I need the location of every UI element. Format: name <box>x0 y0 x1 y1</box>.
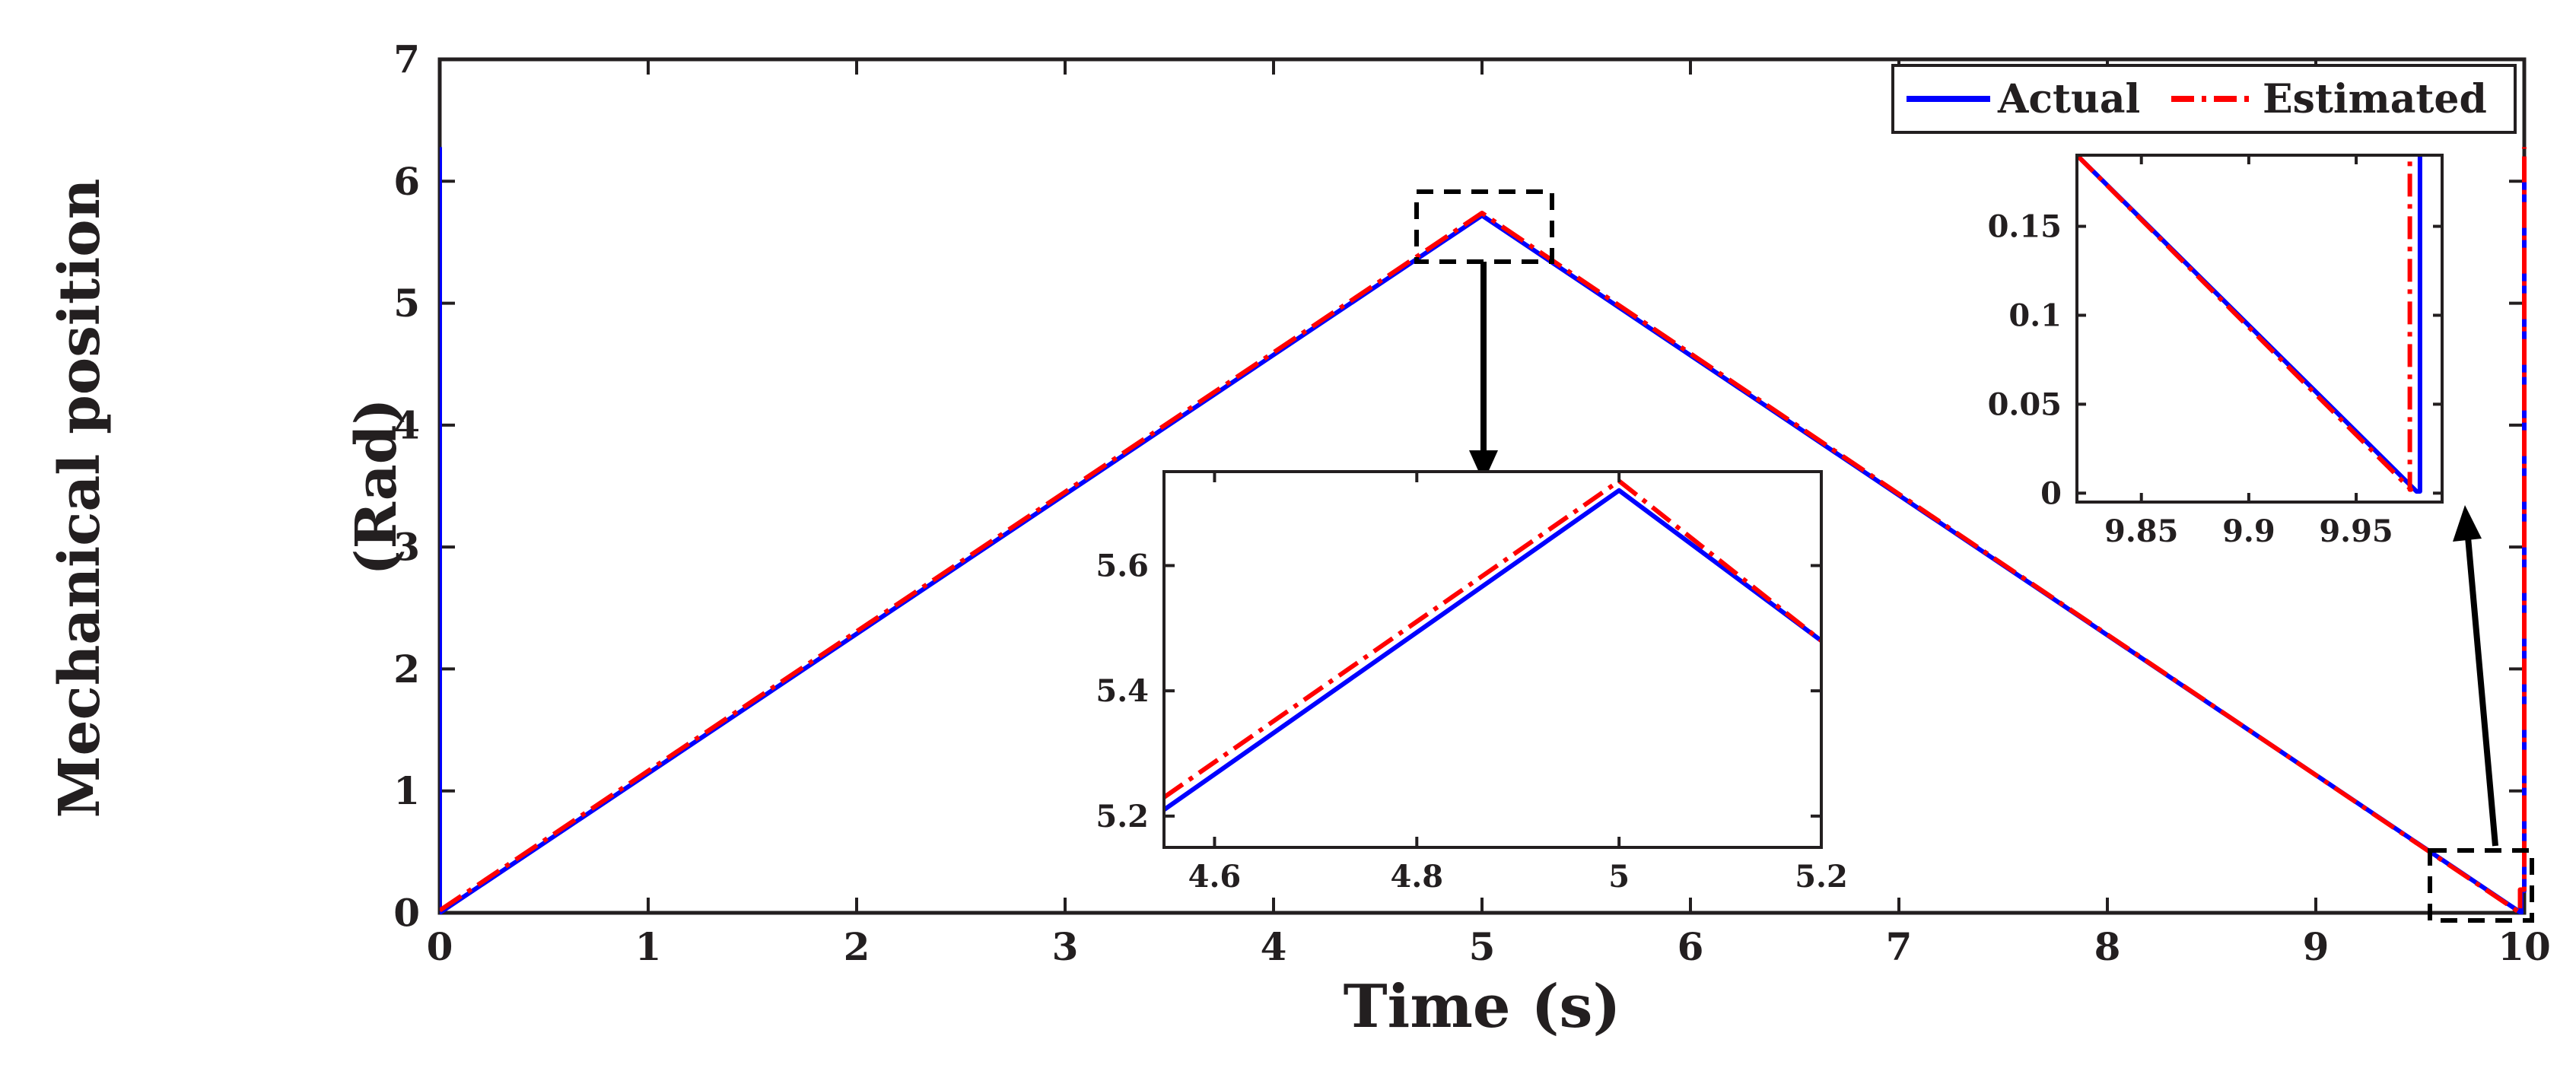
main-plot-panel: 0 1 2 3 4 5 6 7 8 9 10 0 1 2 3 4 5 6 7 <box>393 37 2551 970</box>
inset-peak-panel: 4.6 4.8 5 5.2 5.2 5.4 5.6 <box>1096 470 1848 895</box>
inset-end-x-ticks: 9.85 9.9 9.95 <box>2104 155 2393 549</box>
inset1-ytick-label: 5.6 <box>1096 548 1149 584</box>
main-ytick-label: 5 <box>393 281 420 326</box>
main-ytick-label: 1 <box>393 768 420 813</box>
zoom-arrow-peak-head <box>1469 450 1498 482</box>
main-xtick-label: 1 <box>635 924 662 969</box>
inset1-xtick-label: 5 <box>1608 859 1630 895</box>
main-y-axis-ticks: 0 1 2 3 4 5 6 7 <box>393 37 2524 936</box>
inset-peak-y-ticks: 5.2 5.4 5.6 <box>1096 548 1821 834</box>
inset-end-panel: 9.85 9.9 9.95 0 0.05 0.1 0.15 <box>1988 154 2444 549</box>
inset-end-series-lines <box>2077 154 2422 494</box>
main-xtick-label: 8 <box>2094 924 2121 969</box>
inset1-ytick-label: 5.4 <box>1096 673 1149 709</box>
zoom-arrow-end-head <box>2453 505 2482 542</box>
zoom-box-end <box>2428 848 2534 923</box>
zoom-box-peak <box>1414 189 1554 264</box>
inset2-series-actual <box>2077 154 2422 494</box>
inset2-ytick-label: 0.1 <box>2008 297 2062 333</box>
main-series-lines <box>440 147 2527 914</box>
main-x-axis-ticks: 0 1 2 3 4 5 6 7 8 9 10 <box>427 59 2551 969</box>
inset-end-y-ticks: 0 0.05 0.1 0.15 <box>1988 209 2442 511</box>
main-xtick-label: 0 <box>427 924 453 969</box>
inset2-xtick-label: 9.9 <box>2222 513 2275 549</box>
inset1-xtick-label: 5.2 <box>1795 859 1848 895</box>
main-xtick-label: 9 <box>2303 924 2330 969</box>
main-xtick-label: 6 <box>1678 924 1704 969</box>
inset2-ytick-label: 0.15 <box>1988 209 2062 245</box>
main-xtick-label: 2 <box>844 924 870 969</box>
legend: Actual Estimated <box>1891 64 2517 134</box>
main-ytick-label: 4 <box>393 402 420 447</box>
main-series-estimated <box>440 147 2527 914</box>
main-xtick-label: 10 <box>2498 924 2551 969</box>
inset-peak-frame <box>1162 470 1823 849</box>
main-ytick-label: 2 <box>393 647 420 691</box>
y-axis-unit: (Rad) <box>344 399 409 576</box>
inset2-series-estimated <box>2077 154 2414 492</box>
legend-label-estimated: Estimated <box>2263 76 2487 122</box>
main-xtick-label: 5 <box>1469 924 1496 969</box>
main-ytick-label: 0 <box>393 891 420 936</box>
inset1-ytick-label: 5.2 <box>1096 799 1149 834</box>
inset2-ytick-label: 0.05 <box>1988 386 2062 422</box>
inset-end-frame <box>2075 154 2444 504</box>
main-ytick-label: 7 <box>393 37 420 82</box>
inset2-ytick-label: 0 <box>2040 475 2062 511</box>
inset1-series-actual <box>1164 488 1823 812</box>
inset2-xtick-label: 9.95 <box>2319 513 2393 549</box>
inset1-xtick-label: 4.6 <box>1188 859 1242 895</box>
main-ytick-label: 3 <box>393 525 420 570</box>
y-axis-title: Mechanical position <box>47 179 113 818</box>
zoom-arrow-end-shaft <box>2465 536 2498 847</box>
inset1-xtick-label: 4.8 <box>1391 859 1444 895</box>
main-xtick-label: 4 <box>1261 924 1287 969</box>
main-xtick-label: 7 <box>1886 924 1913 969</box>
zoom-markers <box>1414 189 2534 923</box>
main-ytick-label: 6 <box>393 159 420 204</box>
x-axis-title: Time (s) <box>1344 972 1621 1041</box>
inset-peak-x-ticks: 4.6 4.8 5 5.2 <box>1188 472 1848 895</box>
inset2-xtick-label: 9.85 <box>2104 513 2178 549</box>
legend-label-actual: Actual <box>1997 76 2140 122</box>
main-xtick-label: 3 <box>1052 924 1079 969</box>
inset-peak-background <box>1164 472 1821 847</box>
